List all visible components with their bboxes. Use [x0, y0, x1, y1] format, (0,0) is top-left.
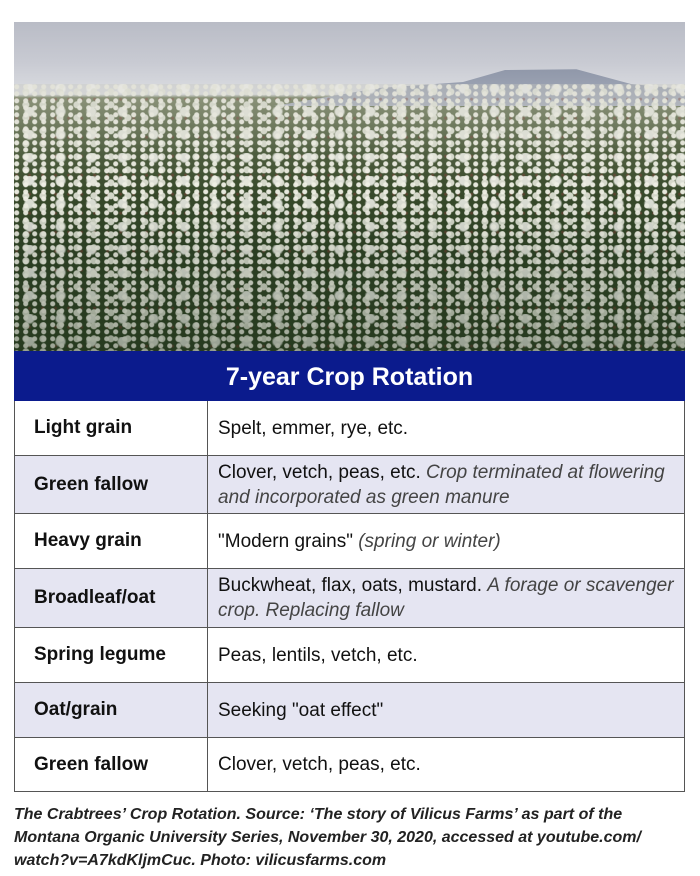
crop-name: Green fallow: [15, 738, 208, 791]
table-row: Broadleaf/oat Buckwheat, flax, oats, mus…: [14, 569, 685, 628]
flowers: [14, 84, 685, 351]
crop-name: Broadleaf/oat: [15, 569, 208, 627]
crop-detail: "Modern grains" (spring or winter): [208, 514, 684, 568]
detail-text: Buckwheat, flax, oats, mustard.: [218, 575, 488, 596]
detail-text: Spelt, emmer, rye, etc.: [218, 417, 409, 439]
detail-note: A forage or scavenger crop. Replacing fa…: [218, 575, 674, 621]
crop-detail: Seeking "oat effect": [208, 683, 684, 737]
table-row: Green fallow Clover, vetch, peas, etc. C…: [14, 456, 685, 514]
crop-detail: Clover, vetch, peas, etc.: [208, 738, 684, 791]
crop-name: Oat/grain: [15, 683, 208, 737]
crop-name: Spring legume: [15, 628, 208, 682]
crop-detail: Buckwheat, flax, oats, mustard. A forage…: [208, 569, 684, 627]
crop-detail: Spelt, emmer, rye, etc.: [208, 401, 684, 455]
detail-text: Peas, lentils, vetch, etc.: [218, 644, 418, 666]
crop-name: Green fallow: [15, 456, 208, 513]
figure-caption: The Crabtrees’ Crop Rotation. Source: ‘T…: [14, 806, 641, 869]
detail-note: Crop terminated at flowering and incorpo…: [218, 461, 665, 508]
table-row: Light grain Spelt, emmer, rye, etc.: [14, 401, 685, 456]
crop-detail: Peas, lentils, vetch, etc.: [208, 628, 684, 682]
buckwheat-field-photo: [14, 22, 685, 351]
detail-text: Seeking "oat effect": [218, 699, 384, 721]
detail-note: (spring or winter): [358, 530, 501, 552]
crop-name: Heavy grain: [15, 514, 208, 568]
crop-name: Light grain: [15, 401, 208, 455]
crop-rotation-table: 7-year Crop Rotation Light grain Spelt, …: [14, 351, 685, 792]
crop-detail: Clover, vetch, peas, etc. Crop terminate…: [208, 456, 684, 513]
detail-text: Clover, vetch, peas, etc.: [218, 754, 421, 775]
table-row: Spring legume Peas, lentils, vetch, etc.: [14, 628, 685, 683]
table-title: 7-year Crop Rotation: [14, 351, 685, 401]
table-row: Oat/grain Seeking "oat effect": [14, 683, 685, 738]
table-row: Heavy grain "Modern grains" (spring or w…: [14, 514, 685, 569]
detail-text: Clover, vetch, peas, etc.: [218, 461, 427, 483]
table-row: Green fallow Clover, vetch, peas, etc.: [14, 738, 685, 792]
detail-text: "Modern grains": [218, 530, 359, 552]
